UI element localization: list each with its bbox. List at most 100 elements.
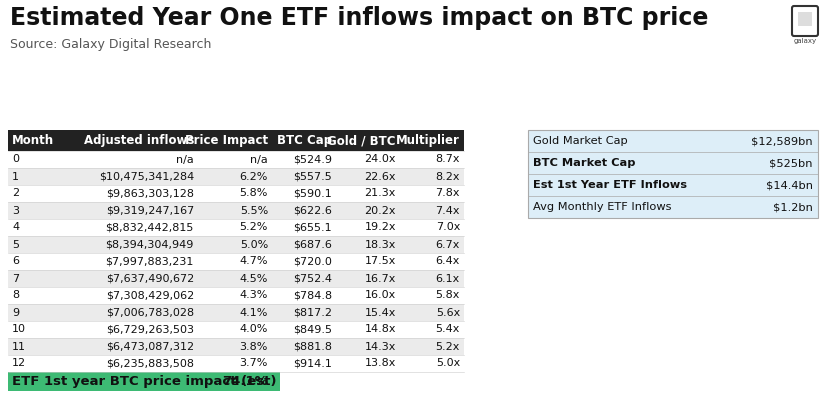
Text: 4.1%: 4.1%	[239, 308, 268, 318]
Text: 3.8%: 3.8%	[239, 341, 268, 352]
Text: 5.0%: 5.0%	[240, 240, 268, 249]
Text: 13.8x: 13.8x	[364, 358, 395, 369]
Bar	[8, 304, 463, 321]
Text: $784.8: $784.8	[293, 291, 332, 301]
Text: 5.8x: 5.8x	[435, 291, 460, 301]
Text: 7.4x: 7.4x	[435, 206, 460, 215]
Text: 6: 6	[12, 257, 19, 267]
Text: $525bn: $525bn	[768, 158, 812, 168]
Text: 24.0x: 24.0x	[364, 154, 395, 164]
Text: $557.5: $557.5	[293, 171, 332, 181]
Text: $817.2: $817.2	[293, 308, 332, 318]
Text: $14.4bn: $14.4bn	[765, 180, 812, 190]
Text: 5.5%: 5.5%	[240, 206, 268, 215]
Text: 7.0x: 7.0x	[435, 223, 460, 232]
Text: 22.6x: 22.6x	[364, 171, 395, 181]
Text: $590.1: $590.1	[293, 188, 332, 198]
Text: Month: Month	[12, 134, 54, 147]
Text: 21.3x: 21.3x	[364, 188, 395, 198]
Text: Estimated Year One ETF inflows impact on BTC price: Estimated Year One ETF inflows impact on…	[10, 6, 708, 30]
Text: 6.2%: 6.2%	[239, 171, 268, 181]
Text: 6.1x: 6.1x	[435, 274, 460, 284]
Text: 1: 1	[12, 171, 19, 181]
Text: 8.7x: 8.7x	[435, 154, 460, 164]
Text: Gold / BTC: Gold / BTC	[327, 134, 395, 147]
Bar	[797, 12, 811, 26]
Bar	[8, 168, 463, 185]
Text: Multiplier: Multiplier	[395, 134, 460, 147]
Text: 20.2x: 20.2x	[364, 206, 395, 215]
Text: $914.1: $914.1	[293, 358, 332, 369]
Text: 3.7%: 3.7%	[239, 358, 268, 369]
Text: 12: 12	[12, 358, 26, 369]
Bar	[8, 338, 463, 355]
Text: $12,589bn: $12,589bn	[750, 136, 812, 146]
Text: $8,394,304,949: $8,394,304,949	[106, 240, 194, 249]
Text: $6,473,087,312: $6,473,087,312	[106, 341, 194, 352]
Text: $7,997,883,231: $7,997,883,231	[106, 257, 194, 267]
Text: 6.4x: 6.4x	[435, 257, 460, 267]
Text: $752.4: $752.4	[293, 274, 332, 284]
Text: 4: 4	[12, 223, 19, 232]
Text: 5.2x: 5.2x	[435, 341, 460, 352]
Text: 2: 2	[12, 188, 19, 198]
Text: 10: 10	[12, 324, 26, 335]
Text: $6,235,883,508: $6,235,883,508	[106, 358, 194, 369]
Text: 6.7x: 6.7x	[435, 240, 460, 249]
Bar	[8, 202, 463, 219]
Text: Avg Monthly ETF Inflows: Avg Monthly ETF Inflows	[533, 202, 671, 212]
Bar	[8, 270, 463, 287]
Text: Source: Galaxy Digital Research: Source: Galaxy Digital Research	[10, 38, 211, 51]
Text: $655.1: $655.1	[293, 223, 332, 232]
Text: 5.0x: 5.0x	[435, 358, 460, 369]
Text: 7: 7	[12, 274, 19, 284]
Text: $881.8: $881.8	[293, 341, 332, 352]
Bar	[8, 372, 280, 391]
Text: $7,637,490,672: $7,637,490,672	[106, 274, 194, 284]
Text: n/a: n/a	[176, 154, 194, 164]
Bar	[8, 151, 463, 168]
Text: $687.6: $687.6	[293, 240, 332, 249]
Text: 4.5%: 4.5%	[239, 274, 268, 284]
Bar	[8, 253, 463, 270]
Text: 4.7%: 4.7%	[239, 257, 268, 267]
Text: 8: 8	[12, 291, 19, 301]
Text: 0: 0	[12, 154, 19, 164]
Text: 16.7x: 16.7x	[364, 274, 395, 284]
Text: $720.0: $720.0	[293, 257, 332, 267]
Bar	[8, 287, 463, 304]
Text: 9: 9	[12, 308, 19, 318]
Bar	[8, 236, 463, 253]
Text: BTC Market Cap: BTC Market Cap	[533, 158, 635, 168]
FancyBboxPatch shape	[791, 6, 817, 36]
Text: 5.2%: 5.2%	[239, 223, 268, 232]
Text: Adjusted inflows: Adjusted inflows	[84, 134, 194, 147]
Bar	[8, 321, 463, 338]
Text: 14.3x: 14.3x	[364, 341, 395, 352]
Bar	[8, 355, 463, 372]
Text: BTC Cap: BTC Cap	[276, 134, 332, 147]
Text: 4.3%: 4.3%	[239, 291, 268, 301]
Text: 74.1%: 74.1%	[222, 375, 268, 388]
Text: $7,006,783,028: $7,006,783,028	[106, 308, 194, 318]
Text: 4.0%: 4.0%	[239, 324, 268, 335]
Text: 8.2x: 8.2x	[435, 171, 460, 181]
Text: $524.9: $524.9	[293, 154, 332, 164]
Text: 7.8x: 7.8x	[435, 188, 460, 198]
Text: 5: 5	[12, 240, 19, 249]
Text: galaxy: galaxy	[792, 38, 815, 44]
Text: $8,832,442,815: $8,832,442,815	[106, 223, 194, 232]
Text: $6,729,263,503: $6,729,263,503	[106, 324, 194, 335]
Text: $1.2bn: $1.2bn	[772, 202, 812, 212]
Text: Price Impact: Price Impact	[184, 134, 268, 147]
Text: 11: 11	[12, 341, 26, 352]
Text: 3: 3	[12, 206, 19, 215]
Text: 19.2x: 19.2x	[364, 223, 395, 232]
Text: Gold Market Cap: Gold Market Cap	[533, 136, 627, 146]
Text: 5.8%: 5.8%	[239, 188, 268, 198]
Text: Est 1st Year ETF Inflows: Est 1st Year ETF Inflows	[533, 180, 686, 190]
Bar	[8, 185, 463, 202]
Text: n/a: n/a	[250, 154, 268, 164]
Text: 5.6x: 5.6x	[435, 308, 460, 318]
Text: $7,308,429,062: $7,308,429,062	[106, 291, 194, 301]
